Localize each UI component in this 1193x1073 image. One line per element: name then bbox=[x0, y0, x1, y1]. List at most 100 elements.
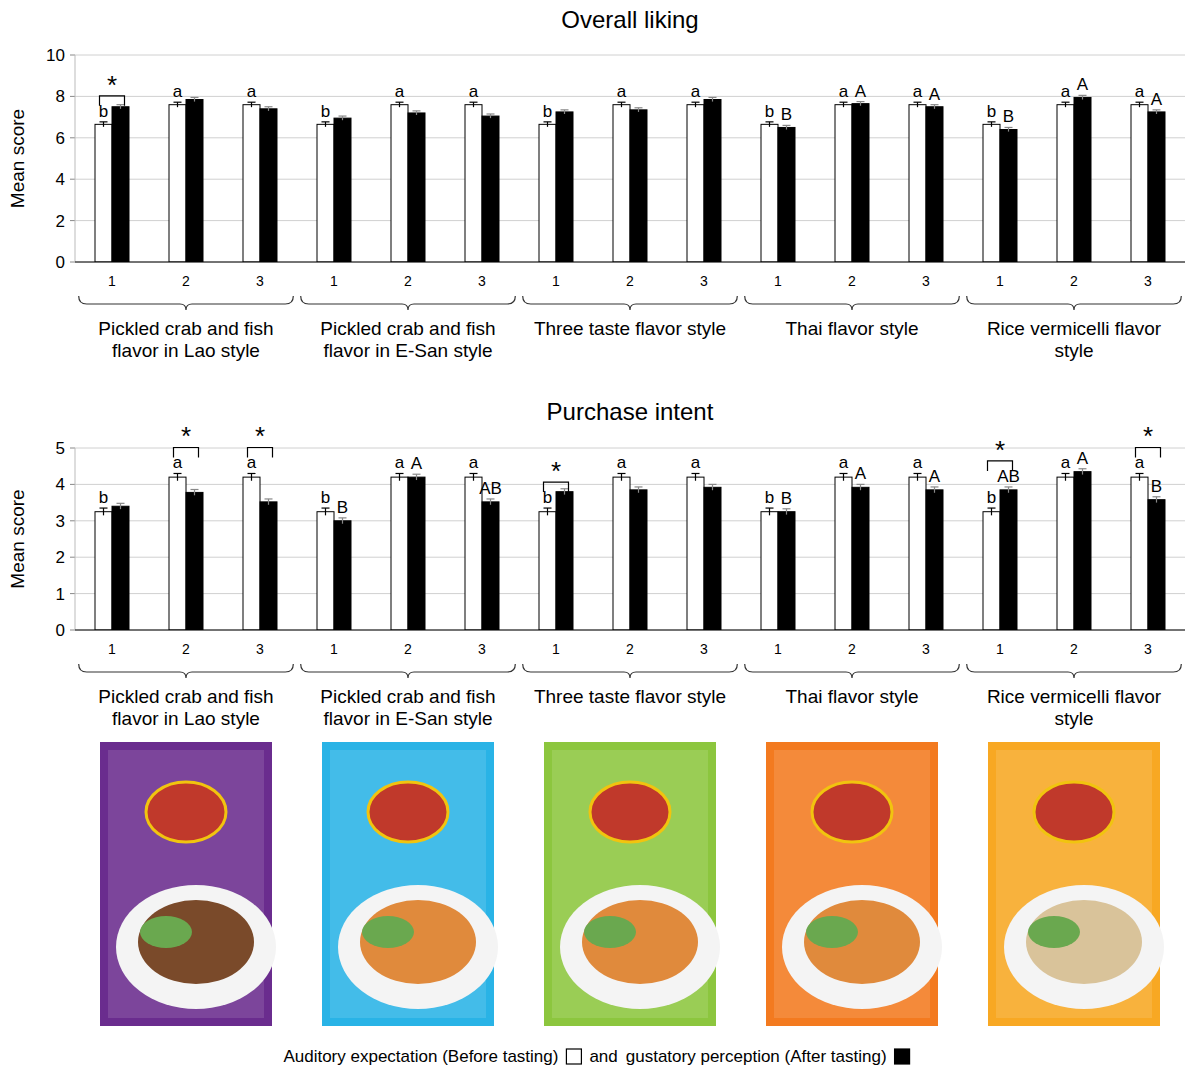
bar bbox=[95, 124, 112, 262]
group-label: Three taste flavor style bbox=[534, 686, 726, 707]
significance-letter: b bbox=[321, 488, 330, 507]
bar bbox=[482, 116, 499, 262]
group-brace bbox=[301, 664, 516, 678]
error-cap bbox=[396, 473, 404, 474]
error-bar bbox=[1079, 95, 1087, 99]
error-bar bbox=[1153, 110, 1161, 114]
bar bbox=[465, 477, 482, 630]
significance-letter: B bbox=[1151, 477, 1162, 496]
error-line bbox=[103, 508, 104, 515]
significance-letter: a bbox=[913, 82, 923, 101]
error-bar bbox=[396, 102, 404, 107]
error-cap bbox=[248, 102, 256, 103]
significance-letter: B bbox=[781, 489, 792, 508]
significance-letter: b bbox=[321, 102, 330, 121]
error-line bbox=[177, 473, 178, 480]
bar bbox=[539, 512, 556, 630]
error-line bbox=[564, 489, 565, 495]
error-line bbox=[860, 102, 861, 106]
error-bar bbox=[174, 102, 182, 107]
error-line bbox=[786, 125, 787, 129]
bar bbox=[556, 492, 573, 630]
error-cap bbox=[1005, 486, 1013, 487]
bar bbox=[334, 521, 351, 630]
error-cap bbox=[1062, 473, 1070, 474]
error-cap bbox=[470, 473, 478, 474]
error-bar bbox=[191, 97, 199, 101]
y-tick bbox=[70, 484, 75, 485]
significance-letter: A bbox=[1077, 75, 1089, 94]
error-bar bbox=[265, 499, 273, 505]
error-line bbox=[991, 508, 992, 515]
error-line bbox=[194, 489, 195, 495]
y-tick-label: 3 bbox=[56, 512, 65, 531]
x-tick-label: 3 bbox=[1144, 641, 1152, 657]
group-label: Pickled crab and fishflavor in E-San sty… bbox=[320, 318, 495, 361]
error-bar bbox=[470, 102, 478, 107]
package-plate bbox=[560, 885, 720, 1009]
error-line bbox=[1156, 110, 1157, 114]
error-line bbox=[843, 102, 844, 107]
bar bbox=[909, 105, 926, 262]
package-greens bbox=[362, 916, 414, 948]
error-bar bbox=[1062, 473, 1070, 480]
error-bar bbox=[618, 102, 626, 107]
error-cap bbox=[840, 102, 848, 103]
error-bar bbox=[1005, 487, 1013, 493]
error-bar bbox=[766, 508, 774, 515]
bar bbox=[778, 512, 795, 630]
error-cap bbox=[487, 498, 495, 499]
significance-letter: b bbox=[765, 102, 774, 121]
x-tick-label: 3 bbox=[478, 273, 486, 289]
error-line bbox=[564, 110, 565, 114]
bar bbox=[1057, 105, 1074, 262]
error-cap bbox=[1153, 496, 1161, 497]
error-cap bbox=[265, 106, 273, 107]
bar bbox=[1000, 130, 1017, 262]
bar bbox=[704, 487, 721, 630]
group-label: Pickled crab and fishflavor in Lao style bbox=[98, 686, 273, 729]
bar bbox=[260, 502, 277, 630]
bar bbox=[1074, 97, 1091, 262]
error-bar bbox=[100, 122, 108, 127]
group-label-line: Rice vermicelli flavor bbox=[987, 318, 1162, 339]
error-line bbox=[473, 102, 474, 107]
y-tick bbox=[70, 448, 75, 449]
bar bbox=[778, 127, 795, 262]
error-cap bbox=[322, 507, 330, 508]
group-label-line: Thai flavor style bbox=[785, 686, 918, 707]
error-bar bbox=[1005, 127, 1013, 131]
bar bbox=[761, 512, 778, 630]
package-logo bbox=[1034, 782, 1114, 842]
significance-letter: AB bbox=[479, 479, 502, 498]
chart-title: Overall liking bbox=[561, 6, 698, 33]
error-line bbox=[251, 473, 252, 480]
error-line bbox=[712, 97, 713, 101]
group-label-line: Thai flavor style bbox=[785, 318, 918, 339]
legend-label: gustatory perception (After tasting) bbox=[626, 1047, 887, 1066]
significance-letter: AB bbox=[997, 467, 1020, 486]
bar bbox=[391, 105, 408, 262]
significance-letter: b bbox=[543, 102, 552, 121]
error-bar bbox=[117, 503, 125, 509]
legend-swatch bbox=[566, 1049, 581, 1064]
significance-letter: a bbox=[395, 82, 405, 101]
group-label: Pickled crab and fishflavor in Lao style bbox=[98, 318, 273, 361]
legend-label: Auditory expectation (Before tasting) bbox=[283, 1047, 558, 1066]
plot-marks bbox=[95, 469, 1165, 630]
bar bbox=[835, 477, 852, 630]
error-bar bbox=[635, 108, 643, 112]
bar bbox=[391, 477, 408, 630]
x-tick-label: 3 bbox=[922, 273, 930, 289]
bar bbox=[1131, 477, 1148, 630]
error-bar bbox=[396, 473, 404, 480]
x-tick-label: 3 bbox=[700, 273, 708, 289]
error-cap bbox=[709, 484, 717, 485]
significance-letter: a bbox=[469, 82, 479, 101]
bar bbox=[613, 105, 630, 262]
significance-letter: a bbox=[839, 453, 849, 472]
significance-star: * bbox=[551, 456, 561, 486]
x-tick-label: 2 bbox=[626, 273, 634, 289]
group-label: Thai flavor style bbox=[785, 318, 918, 339]
error-cap bbox=[692, 473, 700, 474]
